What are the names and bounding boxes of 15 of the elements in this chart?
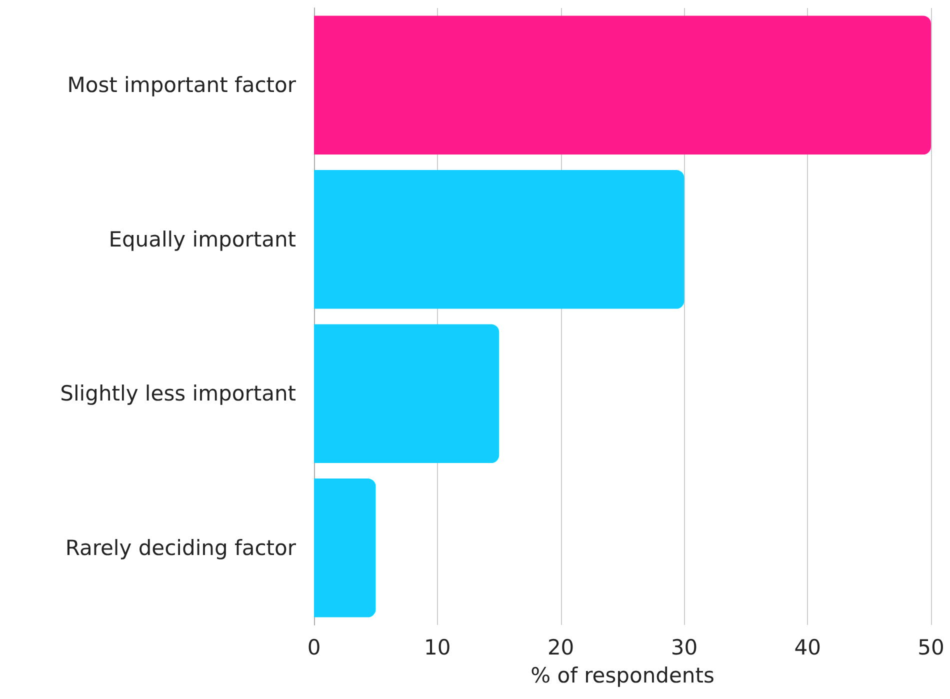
x-tick-label: 20 xyxy=(547,636,574,660)
x-tick-label: 40 xyxy=(794,636,821,660)
bar xyxy=(314,478,376,618)
x-tick-label: 10 xyxy=(424,636,451,660)
y-tick-label: Rarely deciding factor xyxy=(65,536,296,560)
bar xyxy=(314,16,931,155)
bar xyxy=(314,324,500,464)
x-axis-title: % of respondents xyxy=(530,664,714,688)
y-tick-label: Equally important xyxy=(108,227,296,252)
x-tick-label: 50 xyxy=(918,636,944,660)
bar xyxy=(314,170,684,309)
x-tick-label: 30 xyxy=(670,636,698,660)
y-tick-label: Most important factor xyxy=(67,73,296,98)
y-tick-label: Slightly less important xyxy=(60,382,296,406)
x-tick-label: 0 xyxy=(307,636,321,660)
